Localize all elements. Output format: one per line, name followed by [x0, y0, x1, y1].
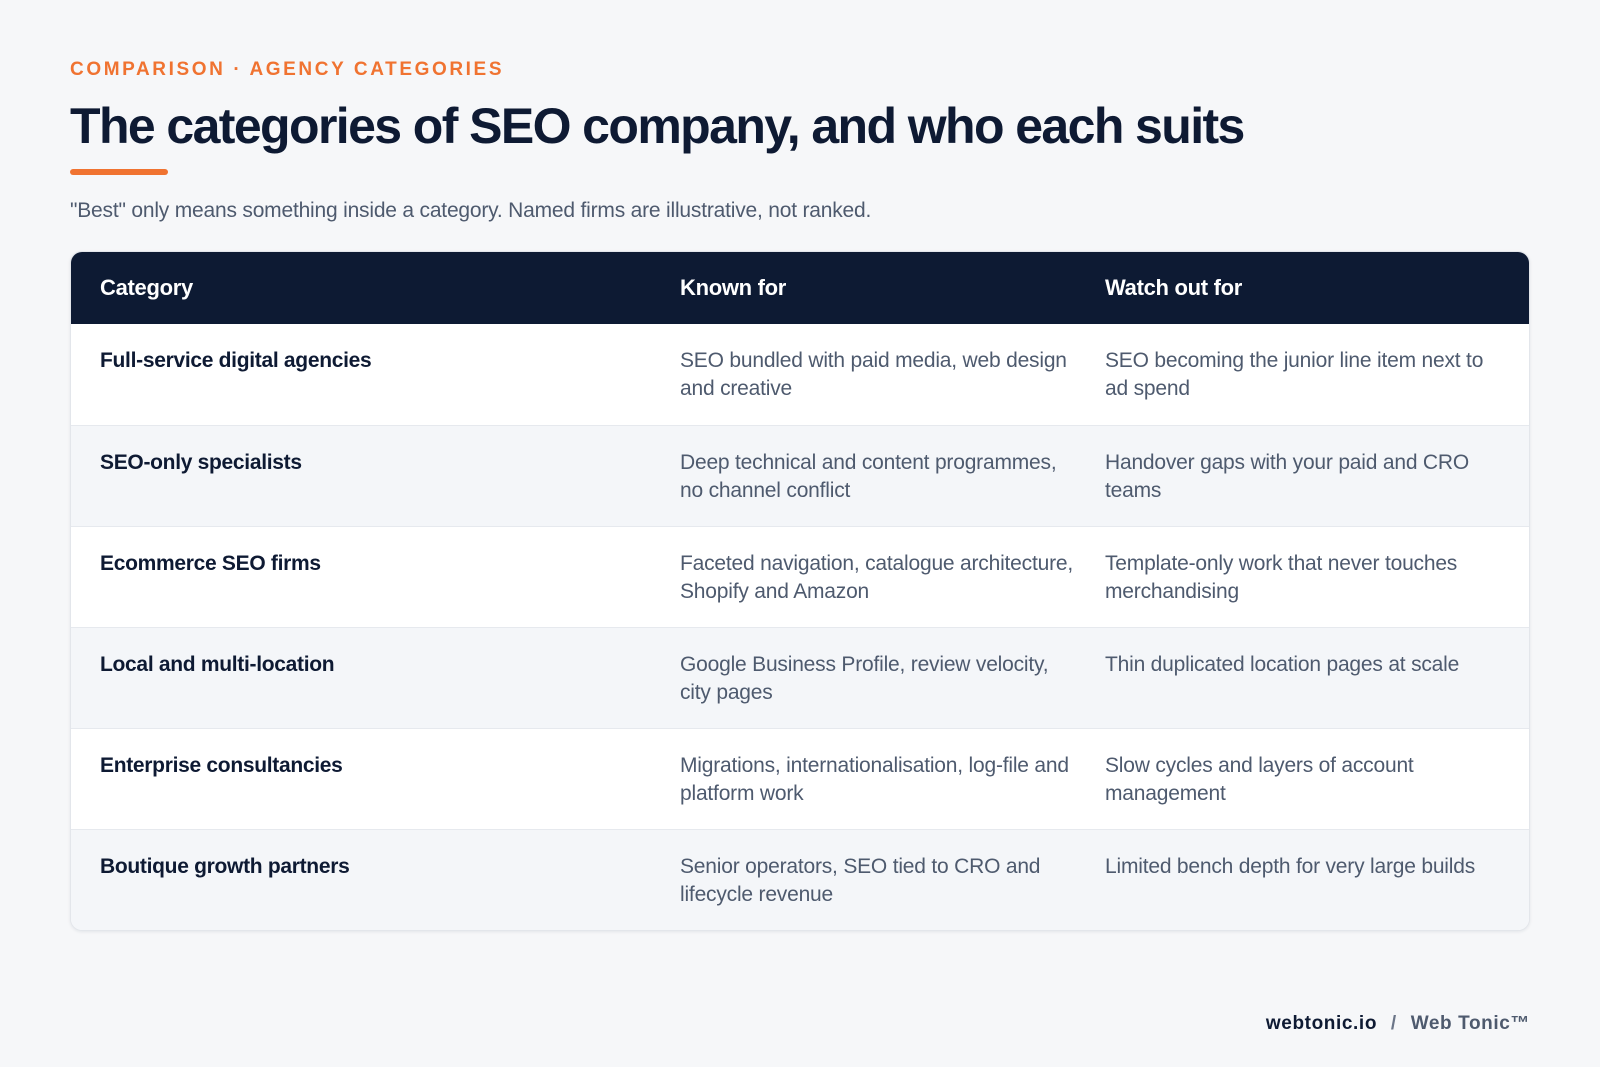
- comparison-table: Category Known for Watch out for Full-se…: [70, 251, 1530, 931]
- column-header-known-for: Known for: [680, 275, 787, 300]
- row-watch-out-for: SEO becoming the junior line item next t…: [1105, 349, 1484, 400]
- row-category: Ecommerce SEO firms: [100, 552, 321, 575]
- row-watch-out-for: Thin duplicated location pages at scale: [1105, 653, 1460, 676]
- page-title: The categories of SEO company, and who e…: [70, 98, 1245, 154]
- row-known-for: Migrations, internationalisation, log-fi…: [680, 754, 1069, 805]
- row-category: Boutique growth partners: [100, 855, 350, 878]
- row-watch-out-for: Slow cycles and layers of account manage…: [1105, 754, 1414, 805]
- table-row: SEO-only specialists Deep technical and …: [71, 425, 1529, 526]
- row-known-for: Faceted navigation, catalogue architectu…: [680, 552, 1073, 603]
- row-category: Local and multi-location: [100, 653, 335, 676]
- row-watch-out-for: Limited bench depth for very large build…: [1105, 855, 1476, 878]
- title-accent-bar: [70, 169, 168, 175]
- table-body: Full-service digital agencies SEO bundle…: [71, 324, 1529, 930]
- row-category: SEO-only specialists: [100, 451, 302, 474]
- footer-separator: /: [1390, 1013, 1397, 1034]
- row-watch-out-for: Template-only work that never touches me…: [1105, 552, 1458, 603]
- column-header-watch-out-for: Watch out for: [1105, 275, 1243, 300]
- row-known-for: SEO bundled with paid media, web design …: [680, 349, 1067, 400]
- row-category: Full-service digital agencies: [100, 349, 372, 372]
- row-known-for: Google Business Profile, review velocity…: [680, 653, 1049, 704]
- table-row: Full-service digital agencies SEO bundle…: [71, 324, 1529, 425]
- row-category: Enterprise consultancies: [100, 754, 343, 777]
- row-known-for: Senior operators, SEO tied to CRO and li…: [680, 855, 1041, 906]
- row-watch-out-for: Handover gaps with your paid and CRO tea…: [1105, 451, 1470, 502]
- table-header-row: Category Known for Watch out for: [71, 252, 1529, 324]
- table-row: Local and multi-location Google Business…: [71, 627, 1529, 728]
- footer-credit: webtonic.io / Web Tonic™: [1266, 1012, 1530, 1036]
- eyebrow-label: COMPARISON · AGENCY CATEGORIES: [70, 59, 505, 80]
- page-subtitle: "Best" only means something inside a cat…: [70, 199, 872, 222]
- table-row: Boutique growth partners Senior operator…: [71, 829, 1529, 930]
- table-row: Ecommerce SEO firms Faceted navigation, …: [71, 526, 1529, 627]
- row-known-for: Deep technical and content programmes, n…: [680, 451, 1057, 502]
- table-row: Enterprise consultancies Migrations, int…: [71, 728, 1529, 829]
- footer-brand: Web Tonic™: [1410, 1013, 1530, 1034]
- footer-site: webtonic.io: [1265, 1013, 1378, 1034]
- column-header-category: Category: [100, 275, 193, 300]
